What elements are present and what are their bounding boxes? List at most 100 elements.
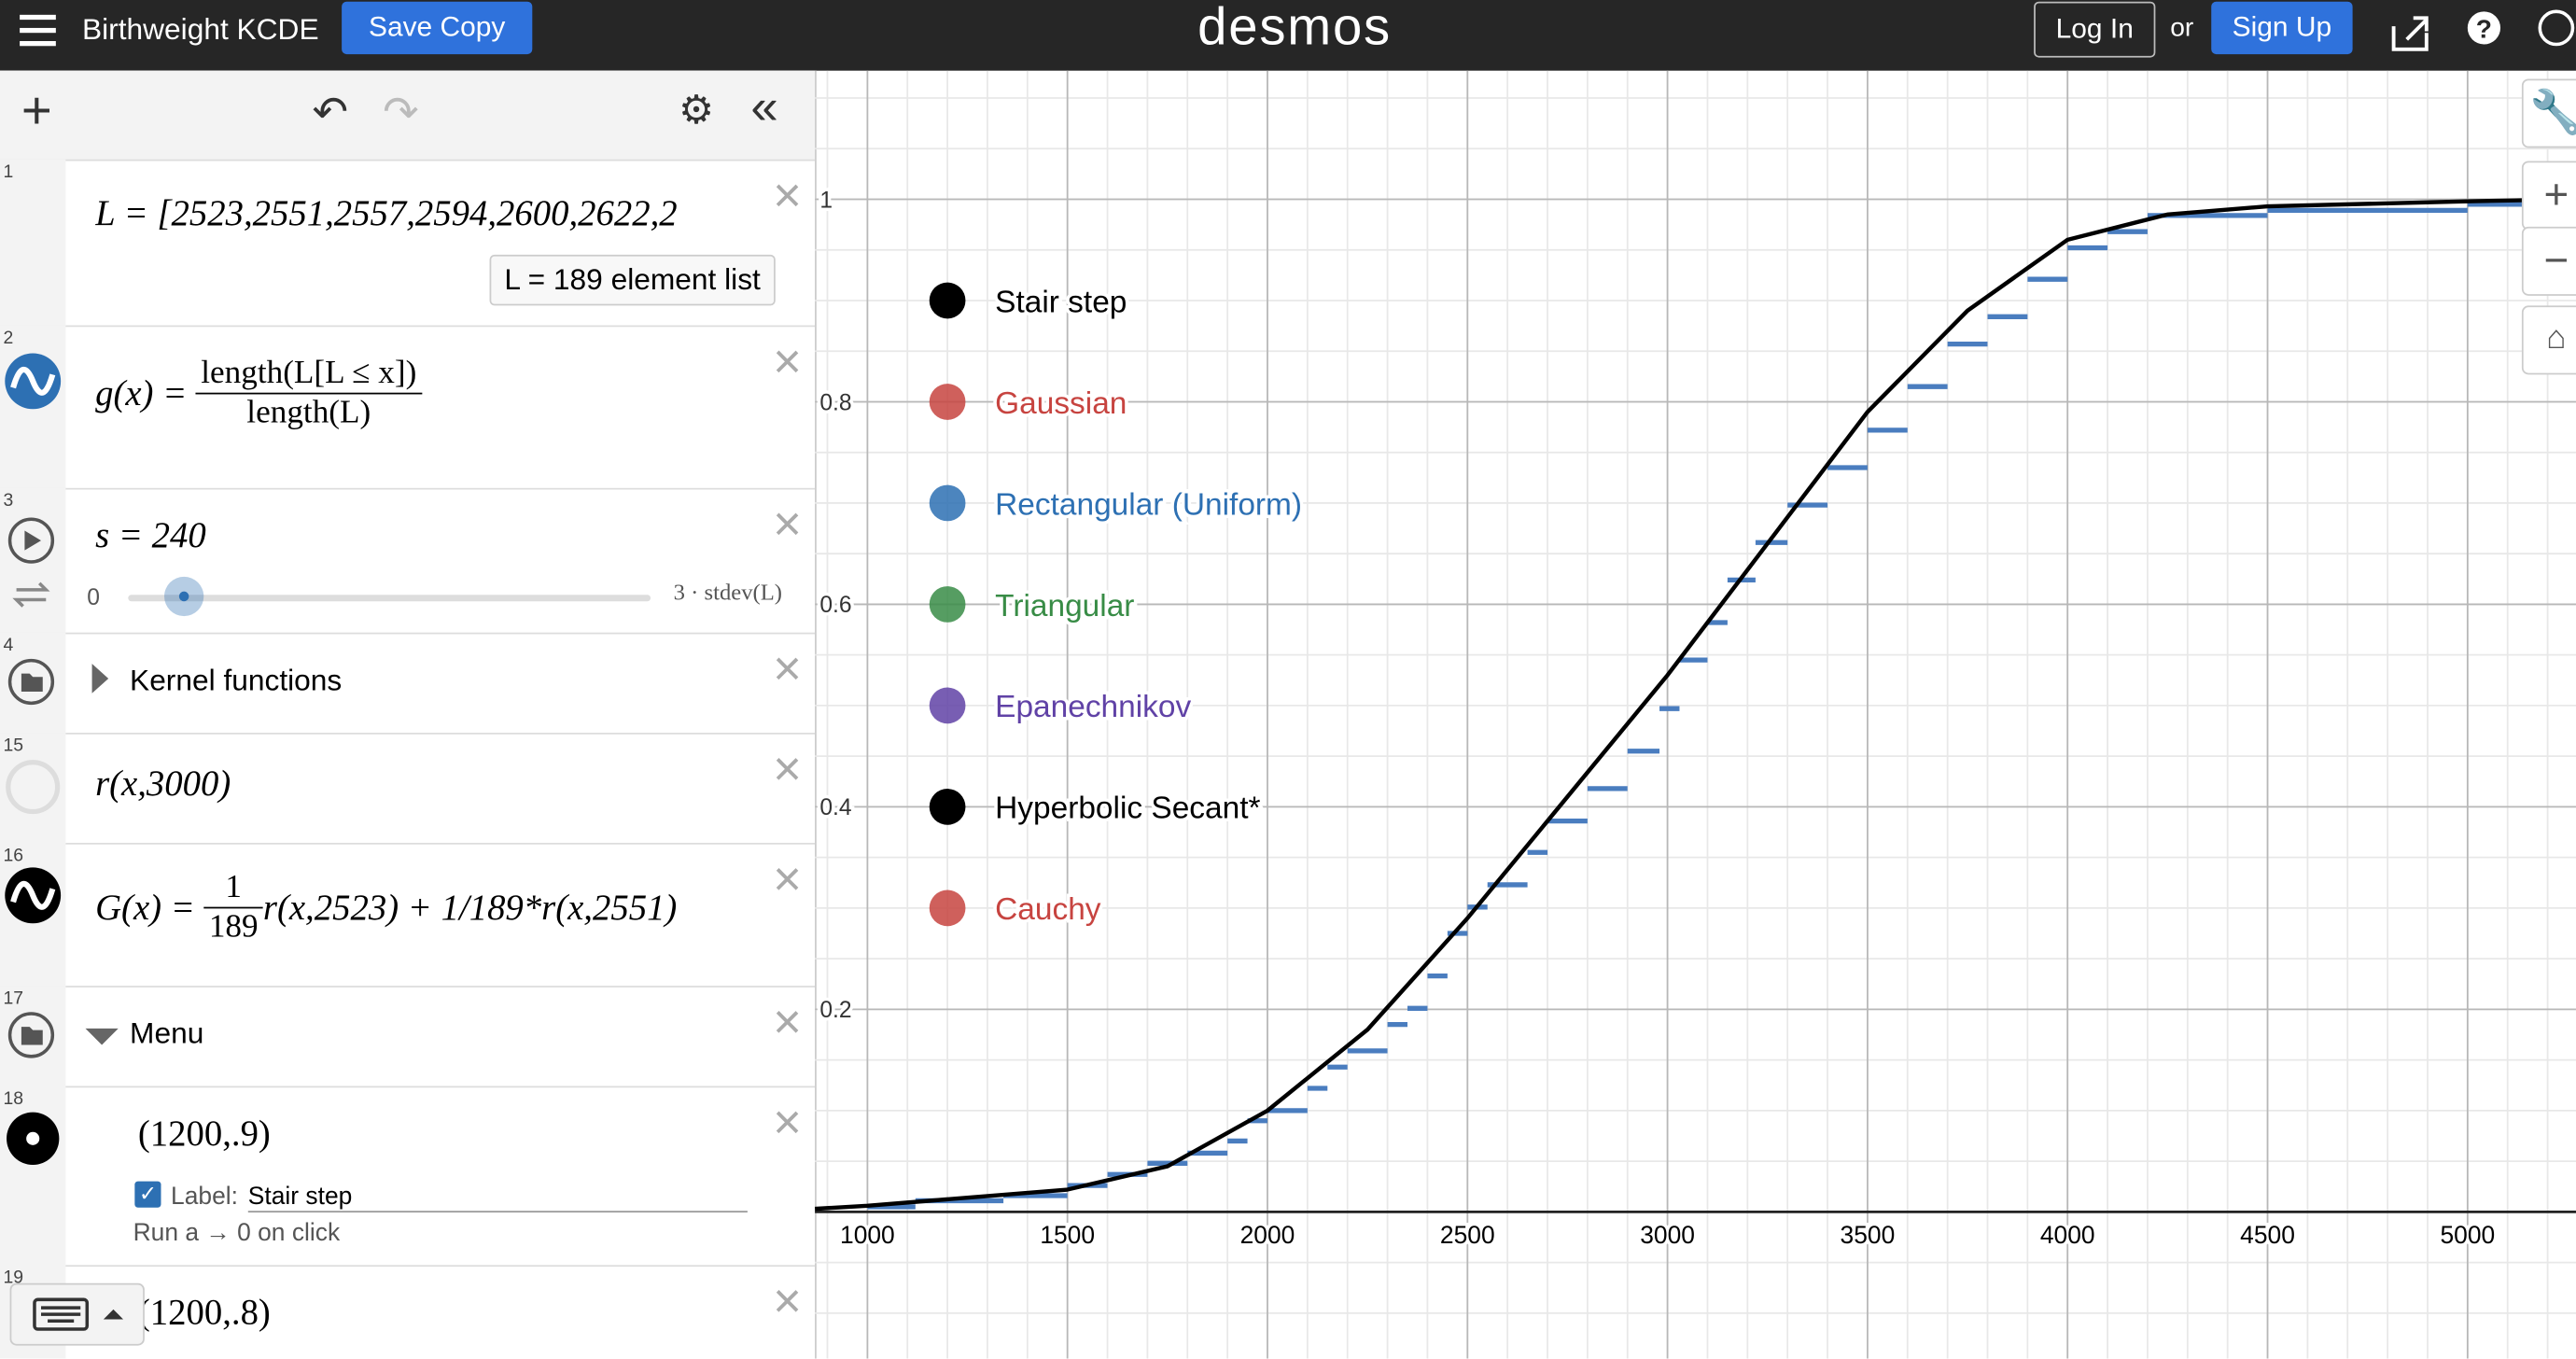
x-tick-label: 2500 xyxy=(1440,1221,1495,1249)
or-text: or xyxy=(2170,14,2194,43)
expression: G(x) = 1 189 r(x,2523) + 1/189*r(x,2551) xyxy=(95,869,752,946)
delete-button[interactable]: × xyxy=(773,497,802,553)
slider-min: 0 xyxy=(87,582,101,610)
graph-settings-button[interactable]: 🔧 xyxy=(2521,78,2576,148)
delete-button[interactable]: × xyxy=(773,995,802,1050)
list-summary: L = 189 element list xyxy=(489,254,776,306)
graph-icon[interactable] xyxy=(4,352,63,411)
line-number: 15 xyxy=(3,736,24,756)
home-button[interactable]: ⌂ xyxy=(2521,305,2576,375)
zoom-in-button[interactable]: + xyxy=(2521,161,2576,231)
point-label: Epanechnikov xyxy=(995,690,1191,724)
point-label: Gaussian xyxy=(995,386,1127,421)
expression-text: (1200,.9) xyxy=(137,1112,271,1154)
y-tick-label: 0.6 xyxy=(819,593,851,618)
menu-button[interactable] xyxy=(20,14,56,47)
signup-button[interactable]: Sign Up xyxy=(2211,1,2353,55)
expression-row[interactable]: 1 L = [2523,2551,2557,2594,2600,2622,2 L… xyxy=(0,159,816,328)
delete-button[interactable]: × xyxy=(773,335,802,390)
y-tick-label: 0.4 xyxy=(819,795,851,820)
slider-max: 3 · stdev(L) xyxy=(673,581,783,607)
delete-button[interactable]: × xyxy=(773,1096,802,1151)
line-number: 16 xyxy=(3,846,24,866)
expression: s = 240 xyxy=(95,514,206,557)
add-button[interactable]: + xyxy=(21,80,52,140)
x-tick-label: 1500 xyxy=(1040,1221,1095,1249)
expression-row[interactable]: 2 g(x) = length(L[L ≤ x]) length(L) × xyxy=(0,325,816,490)
delete-button[interactable]: × xyxy=(773,742,802,797)
collapse-button[interactable]: « xyxy=(750,80,778,135)
language-icon[interactable] xyxy=(2538,9,2575,47)
label-input[interactable]: Stair step xyxy=(247,1183,748,1213)
line-number: 1 xyxy=(3,162,14,183)
slider-thumb[interactable] xyxy=(164,576,204,617)
delete-button[interactable]: × xyxy=(773,1274,802,1330)
expression: r(x,3000) xyxy=(95,763,231,806)
numerator: 1 xyxy=(203,869,263,909)
svg-text:?: ? xyxy=(2476,14,2492,43)
folder-row[interactable]: 4 Kernel functions × xyxy=(0,632,816,735)
expression-text: s = 240 xyxy=(95,513,206,555)
x-tick-label: 1000 xyxy=(840,1221,895,1249)
x-tick-label: 4000 xyxy=(2040,1221,2095,1249)
delete-button[interactable]: × xyxy=(773,852,802,907)
point-label: Hyperbolic Secant* xyxy=(995,792,1260,826)
label-checkbox[interactable]: ✓ xyxy=(134,1181,161,1208)
login-button[interactable]: Log In xyxy=(2034,1,2156,58)
top-icons: ? xyxy=(2391,9,2575,51)
slider-track[interactable] xyxy=(128,595,651,602)
y-tick-label: 0.2 xyxy=(819,998,851,1023)
logo[interactable]: desmos xyxy=(1197,0,1392,56)
hidden-icon[interactable] xyxy=(4,757,63,816)
graph-paper[interactable]: 1000 1500 2000 2500 3000 3500 4000 4500 5000 0.2 0… xyxy=(815,70,2576,1359)
line-number: 18 xyxy=(3,1089,24,1110)
delete-button[interactable]: × xyxy=(773,642,802,697)
click-action[interactable]: Run a → 0 on click xyxy=(133,1219,341,1247)
graph-icon[interactable] xyxy=(4,866,63,925)
expression: (1200,.8) xyxy=(138,1292,271,1335)
expression-text: (1200,.8) xyxy=(137,1291,271,1333)
top-bar: Birthweight KCDE Save Copy desmos Log In… xyxy=(0,0,2576,71)
x-tick-label: 2000 xyxy=(1240,1221,1295,1249)
denominator: length(L) xyxy=(246,394,371,431)
share-icon[interactable] xyxy=(2391,16,2429,51)
point xyxy=(929,687,966,724)
folder-icon[interactable] xyxy=(7,1009,59,1061)
y-tick-label: 1 xyxy=(819,188,833,213)
expression-row[interactable]: 3 s = 240 0 3 · stdev(L) × xyxy=(0,487,816,635)
undo-button[interactable]: ↶ xyxy=(312,87,348,137)
line-number: 2 xyxy=(3,329,14,349)
y-tick-label: 0.8 xyxy=(819,390,851,415)
play-icon[interactable] xyxy=(7,514,59,613)
point-label: Rectangular (Uniform) xyxy=(995,487,1302,522)
folder-title: Menu xyxy=(130,1016,204,1050)
folder-title: Kernel functions xyxy=(130,664,343,697)
redo-button[interactable]: ↷ xyxy=(383,87,419,137)
help-icon[interactable] xyxy=(2467,11,2501,45)
expression-rest: r(x,2523) + 1/189*r(x,2551) xyxy=(262,886,678,928)
expression: g(x) = length(L[L ≤ x]) length(L) xyxy=(95,355,422,432)
folder-icon[interactable] xyxy=(7,655,59,708)
graph-title: Birthweight KCDE xyxy=(82,13,319,47)
expression-lhs: G(x) = xyxy=(95,886,195,928)
point-icon[interactable] xyxy=(4,1109,63,1168)
settings-button[interactable]: ⚙ xyxy=(678,89,714,133)
delete-button[interactable]: × xyxy=(773,169,802,224)
x-tick-label: 5000 xyxy=(2440,1221,2495,1249)
point xyxy=(929,890,966,927)
keyboard-button[interactable] xyxy=(9,1282,145,1346)
expression-row[interactable]: 16 G(x) = 1 189 r(x,2523) + 1/189*r(x,2551… xyxy=(0,842,816,988)
expression-row[interactable]: 18 (1200,.9) ✓ Label: Stair step Run a →… xyxy=(0,1086,816,1268)
zoom-out-button[interactable]: − xyxy=(2521,226,2576,296)
expression: L = [2523,2551,2557,2594,2600,2622,2 xyxy=(95,192,752,235)
folder-row[interactable]: 17 Menu × xyxy=(0,986,816,1088)
save-copy-button[interactable]: Save Copy xyxy=(342,1,533,55)
expression-text: L = [2523,2551,2557,2594,2600,2622,2 xyxy=(95,191,678,233)
point-label: Triangular xyxy=(995,589,1134,623)
point xyxy=(929,586,966,623)
expression-row[interactable]: 15 r(x,3000) × xyxy=(0,733,816,845)
line-number: 17 xyxy=(3,988,24,1009)
curve xyxy=(815,197,2576,1212)
